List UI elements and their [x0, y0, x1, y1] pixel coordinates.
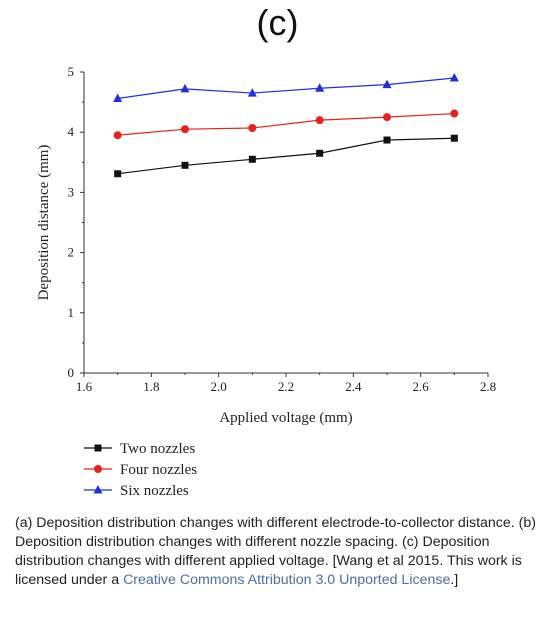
caption-tail: .]: [450, 572, 459, 588]
data-point-square: [383, 136, 391, 144]
data-point-circle: [181, 125, 189, 134]
figure-caption: (a) Deposition distribution changes with…: [15, 514, 540, 590]
series-four-nozzles: [113, 109, 459, 140]
data-point-triangle: [180, 83, 190, 93]
legend-label: Six nozzles: [120, 483, 189, 499]
data-point-circle: [113, 131, 122, 140]
x-tick-label: 1.6: [76, 379, 93, 394]
y-axis-label: Deposition distance (mm): [36, 145, 52, 301]
x-tick-label: 2.8: [480, 379, 496, 394]
series-line: [117, 112, 455, 136]
data-point-square: [248, 155, 256, 163]
data-point-triangle: [449, 73, 459, 82]
data-point-square: [181, 161, 189, 169]
panel-label: (c): [256, 2, 299, 43]
y-tick-label: 2: [68, 245, 75, 260]
data-point-triangle: [315, 83, 325, 92]
series-line: [117, 77, 455, 100]
legend-item: Two nozzles: [84, 441, 195, 457]
y-tick-label: 1: [68, 305, 75, 320]
data-point-square: [114, 170, 122, 178]
series-six-nozzles: [113, 73, 459, 102]
data-point-circle: [383, 113, 391, 122]
x-axis-label: Applied voltage (mm): [219, 410, 352, 426]
legend-item: Six nozzles: [84, 483, 189, 499]
y-ticks: 0 1 2 3 4 5: [68, 64, 84, 380]
data-point-triangle: [113, 93, 123, 102]
series-two-nozzles: [114, 134, 458, 178]
legend-label: Two nozzles: [120, 441, 195, 457]
data-point-circle: [94, 465, 102, 473]
legend: Two nozzles Four nozzles Six nozzles: [84, 441, 197, 499]
chart: 1.6 1.8 2.0 2.2 2.4 2.6 2.8 0 1 2 3 4 5 Applied vol…: [36, 64, 496, 499]
x-tick-label: 2.6: [413, 379, 430, 394]
axes: [83, 72, 488, 374]
y-tick-label: 0: [68, 365, 75, 380]
data-point-triangle: [382, 79, 392, 89]
series-line: [117, 137, 455, 175]
data-point-triangle: [93, 485, 103, 494]
license-link[interactable]: Creative Commons Attribution 3.0 Unporte…: [123, 572, 451, 588]
data-point-square: [450, 134, 458, 142]
data-point-circle: [315, 116, 324, 125]
legend-item: Four nozzles: [84, 462, 197, 478]
y-tick-label: 3: [68, 184, 75, 199]
x-tick-label: 2.4: [345, 379, 362, 394]
caption-text: (a) Deposition distribution changes with…: [15, 515, 536, 588]
data-point-square: [94, 444, 102, 452]
data-point-triangle: [247, 88, 257, 97]
series-group: [113, 73, 459, 178]
x-tick-label: 2.0: [211, 379, 227, 394]
legend-label: Four nozzles: [120, 462, 197, 478]
data-point-square: [316, 149, 324, 157]
y-tick-label: 4: [68, 124, 75, 139]
data-point-circle: [248, 123, 257, 132]
data-point-circle: [450, 109, 459, 118]
y-tick-label: 5: [68, 64, 75, 79]
x-ticks: 1.6 1.8 2.0 2.2 2.4 2.6 2.8: [76, 373, 496, 394]
x-tick-label: 1.8: [143, 379, 159, 394]
x-tick-label: 2.2: [278, 379, 294, 394]
